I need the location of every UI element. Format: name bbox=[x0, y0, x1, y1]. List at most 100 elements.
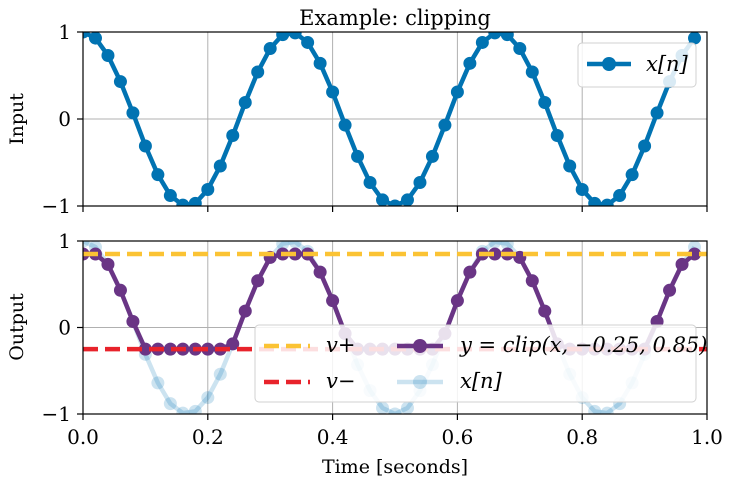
legend-label-vplus: v+ bbox=[326, 333, 355, 357]
output-series-0-point bbox=[101, 257, 115, 271]
output-series-1-point bbox=[213, 367, 227, 381]
output-series-1-point bbox=[400, 401, 414, 414]
output-ytick-label: 0 bbox=[58, 316, 71, 340]
input-series-0-point bbox=[188, 196, 202, 206]
output-legend-box bbox=[254, 324, 697, 403]
output-series-0-point bbox=[525, 274, 539, 288]
output-series-0-point bbox=[163, 342, 177, 356]
input-series-0-point bbox=[301, 35, 315, 49]
input-series-0-point bbox=[288, 32, 302, 40]
output-ytick-label: −1 bbox=[42, 402, 71, 426]
input-series-0-point bbox=[425, 149, 439, 163]
input-series-0-point bbox=[688, 32, 702, 45]
input-series-0-point bbox=[638, 139, 652, 153]
output-series-1-point bbox=[600, 406, 614, 414]
input-series-layer bbox=[83, 32, 702, 206]
output-series-1-point bbox=[500, 241, 514, 251]
output-series-0-point bbox=[463, 265, 477, 279]
input-series-0-point bbox=[625, 168, 639, 182]
input-series-0-point bbox=[463, 56, 477, 70]
output-series-1-point bbox=[276, 241, 290, 251]
input-legend-swatch-marker bbox=[602, 57, 616, 71]
output-ytick-label: 1 bbox=[58, 229, 71, 253]
input-series-0-point bbox=[126, 106, 140, 120]
input-legend-label: x[n] bbox=[646, 52, 689, 76]
input-series-0-point bbox=[513, 42, 527, 56]
output-series-1-point bbox=[388, 407, 402, 414]
input-axes: 1 0 −1 Example: clipping Input x[n] bbox=[6, 6, 708, 218]
input-legend-box bbox=[577, 42, 697, 88]
output-series-0-point bbox=[138, 342, 152, 356]
output-series-1-point bbox=[83, 241, 90, 248]
input-ytick-label: −1 bbox=[42, 194, 71, 218]
input-series-0-point bbox=[213, 159, 227, 173]
output-legend: v+ v− y = clip(x, −0.25, 0.85) x[n] bbox=[254, 324, 708, 403]
input-series-0-point bbox=[163, 189, 177, 203]
output-series-0-point bbox=[488, 247, 502, 261]
legend-label-vminus: v− bbox=[326, 369, 355, 393]
input-legend: x[n] bbox=[577, 42, 697, 88]
input-series-0-point bbox=[475, 35, 489, 49]
input-series-0-point bbox=[500, 32, 514, 42]
output-axes: 0.0 0.2 0.4 0.6 0.8 1.0 1 0 −1 Output Time [seco… bbox=[6, 229, 723, 478]
output-series-0-point bbox=[326, 294, 340, 308]
input-series-0-point bbox=[450, 85, 464, 99]
output-series-1-point bbox=[188, 404, 202, 414]
output-series-0-point bbox=[238, 304, 252, 318]
input-series-0-point bbox=[363, 176, 377, 190]
input-series-0-point bbox=[538, 95, 552, 109]
chart-title: Example: clipping bbox=[299, 6, 491, 30]
legend-swatch-clip-marker bbox=[413, 339, 427, 353]
input-series-0-point bbox=[263, 42, 277, 56]
input-ylabel: Input bbox=[6, 93, 28, 145]
output-series-0-point bbox=[313, 265, 327, 279]
input-series-0-point bbox=[388, 199, 402, 206]
output-series-0-point bbox=[113, 283, 127, 297]
xtick-label: 0.0 bbox=[67, 425, 99, 449]
input-series-0-point bbox=[650, 106, 664, 120]
output-series-1-point bbox=[163, 397, 177, 411]
input-series-0-point bbox=[251, 65, 265, 79]
input-series-0-point bbox=[613, 189, 627, 203]
output-ticks: 0.0 0.2 0.4 0.6 0.8 1.0 1 0 −1 bbox=[42, 229, 723, 449]
input-series-0-point bbox=[88, 32, 102, 45]
output-series-0-point bbox=[675, 257, 689, 271]
input-series-0-point bbox=[276, 32, 290, 42]
legend-label-clip: y = clip(x, −0.25, 0.85) bbox=[459, 333, 708, 357]
input-series-0-point bbox=[176, 198, 190, 206]
input-series-0-point bbox=[588, 196, 602, 206]
input-series-0-point bbox=[575, 182, 589, 196]
output-series-1-point bbox=[288, 241, 302, 249]
xtick-label: 0.8 bbox=[566, 425, 598, 449]
xtick-label: 0.4 bbox=[317, 425, 349, 449]
output-series-0-point bbox=[450, 294, 464, 308]
input-series-0-point bbox=[600, 198, 614, 206]
output-series-1-point bbox=[176, 406, 190, 414]
input-series-0-point bbox=[238, 95, 252, 109]
output-series-1-point bbox=[376, 401, 390, 414]
input-series-0-point bbox=[563, 159, 577, 173]
output-series-0-point bbox=[126, 314, 140, 328]
input-series-0-point bbox=[338, 118, 352, 132]
input-ytick-label: 0 bbox=[58, 107, 71, 131]
output-series-1-point bbox=[201, 391, 215, 405]
output-ylabel: Output bbox=[6, 293, 28, 361]
input-series-0-point bbox=[351, 149, 365, 163]
input-series-0-point bbox=[313, 56, 327, 70]
xtick-label: 0.6 bbox=[441, 425, 473, 449]
output-series-1-point bbox=[151, 376, 165, 390]
xtick-label: 0.2 bbox=[192, 425, 224, 449]
output-series-line-1 bbox=[83, 241, 697, 414]
input-series-0-point bbox=[488, 32, 502, 40]
input-series-0-point bbox=[400, 193, 414, 206]
output-xlabel: Time [seconds] bbox=[322, 456, 468, 478]
legend-swatch-xn-faded-marker bbox=[413, 375, 427, 389]
input-series-0-point bbox=[83, 32, 90, 39]
output-series-0-point bbox=[538, 304, 552, 318]
input-series-0-point bbox=[113, 75, 127, 89]
input-series-0-point bbox=[138, 139, 152, 153]
input-ytick-label: 1 bbox=[58, 20, 71, 44]
input-series-0-point bbox=[226, 129, 240, 143]
input-series-0-point bbox=[525, 65, 539, 79]
input-series-0-point bbox=[326, 85, 340, 99]
